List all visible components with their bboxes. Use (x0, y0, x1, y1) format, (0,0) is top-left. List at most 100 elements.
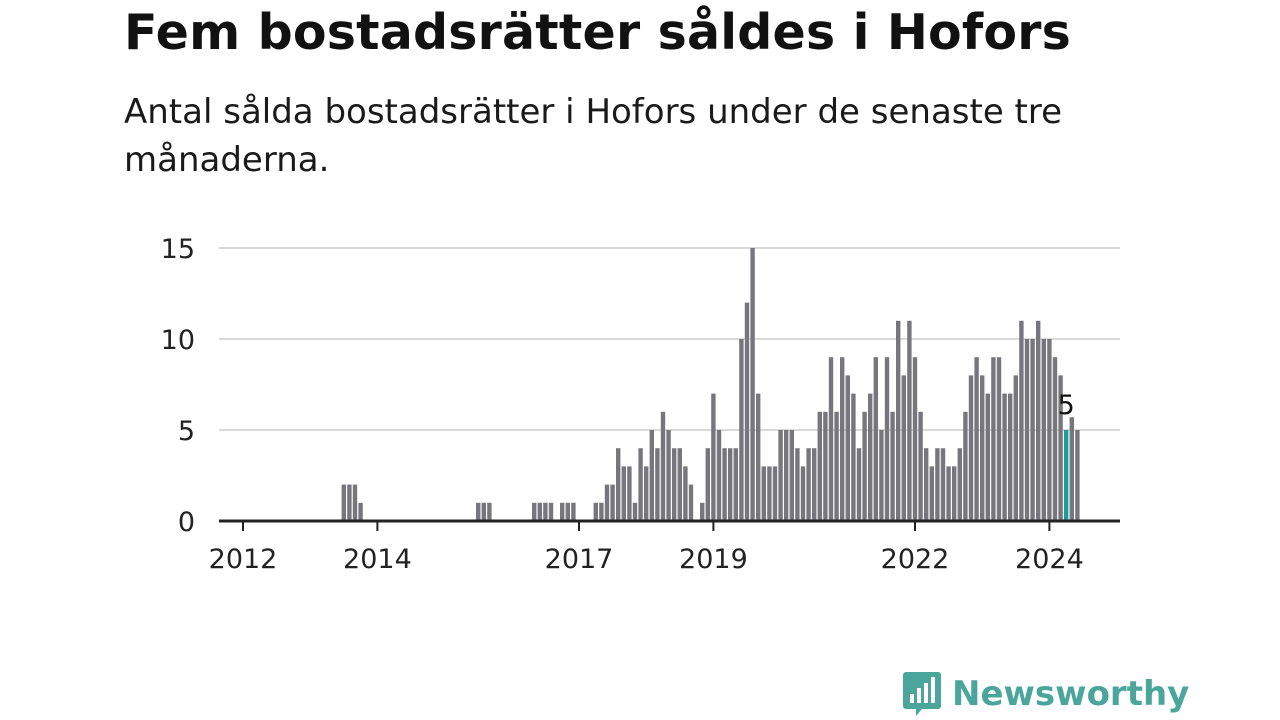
bar (963, 411, 968, 521)
bar (845, 375, 850, 521)
chart-title: Fem bostadsrätter såldes i Hofors (124, 4, 1072, 61)
bar (683, 466, 688, 521)
bar-chart-speech-bubble-icon (903, 672, 941, 716)
bar (946, 466, 951, 521)
bar (896, 320, 901, 521)
y-tick-label: 15 (161, 234, 195, 265)
bar (929, 466, 934, 521)
highlight-bar (1064, 430, 1069, 521)
x-tick-label: 2024 (1015, 544, 1084, 575)
bar (565, 502, 570, 521)
bar (1047, 339, 1052, 521)
bar (924, 448, 929, 521)
bar (621, 466, 626, 521)
bar (806, 448, 811, 521)
x-tick-label: 2014 (343, 544, 412, 575)
bar (789, 430, 794, 521)
bar (677, 448, 682, 521)
bar (660, 411, 666, 521)
bar (347, 484, 352, 521)
bar (974, 357, 979, 521)
bar (980, 375, 985, 521)
bar (733, 448, 738, 521)
bar (812, 448, 817, 521)
bar (711, 393, 716, 521)
bar (604, 484, 610, 521)
bar (476, 502, 481, 521)
bar (487, 502, 492, 521)
bar (705, 448, 710, 521)
bar (756, 393, 761, 521)
bar (991, 357, 996, 521)
bar (985, 393, 990, 521)
bar (912, 357, 918, 521)
bar (610, 484, 615, 521)
bar (1058, 375, 1063, 521)
bar (688, 484, 694, 521)
bar (341, 484, 346, 521)
bar (957, 448, 962, 521)
bar (543, 502, 548, 521)
bar (1075, 430, 1080, 521)
x-tick-label: 2012 (209, 544, 278, 575)
bar (599, 502, 604, 521)
bar (655, 448, 660, 521)
bar (1069, 417, 1074, 521)
bar (358, 502, 363, 521)
bar (616, 448, 621, 521)
bar (537, 502, 542, 521)
bar (1030, 339, 1035, 521)
bar (800, 466, 806, 521)
bar (940, 448, 946, 521)
bar (935, 448, 940, 521)
bar (1008, 393, 1013, 521)
bar (744, 302, 750, 521)
bar (795, 448, 800, 521)
bar (817, 411, 822, 521)
bar (851, 393, 856, 521)
bar (884, 357, 890, 521)
bar (772, 466, 778, 521)
x-tick-label: 2022 (881, 544, 950, 575)
bar (728, 448, 733, 521)
bar (1002, 393, 1007, 521)
bar (1019, 320, 1024, 521)
bar (352, 484, 358, 521)
bar (879, 430, 884, 521)
bar (856, 448, 862, 521)
bar (834, 411, 839, 521)
bar (700, 502, 705, 521)
bar (873, 357, 878, 521)
bar (722, 448, 727, 521)
bar (1024, 339, 1030, 521)
bar (638, 448, 643, 521)
bar (890, 411, 895, 521)
bar (750, 248, 755, 521)
bar (649, 430, 654, 521)
bar (481, 502, 486, 521)
brand-name: Newsworthy (952, 674, 1190, 714)
bar (532, 502, 537, 521)
bar (593, 502, 598, 521)
bar (778, 430, 783, 521)
bar (644, 466, 649, 521)
bar (761, 466, 766, 521)
bar (666, 430, 671, 521)
bar (1041, 339, 1046, 521)
bar (784, 430, 789, 521)
bar (672, 448, 677, 521)
bar (1013, 375, 1018, 521)
bar (1036, 320, 1041, 521)
bar (548, 502, 554, 521)
bar (560, 502, 565, 521)
x-tick-label: 2019 (679, 544, 748, 575)
bar (716, 430, 722, 521)
bar (901, 375, 906, 521)
chart-subtitle: Antal sålda bostadsrätter i Hofors under… (124, 92, 1063, 180)
y-tick-label: 0 (178, 507, 195, 538)
bar (571, 502, 576, 521)
bar (862, 411, 867, 521)
brand-logo: Newsworthy (902, 670, 1189, 718)
bar (918, 411, 923, 521)
